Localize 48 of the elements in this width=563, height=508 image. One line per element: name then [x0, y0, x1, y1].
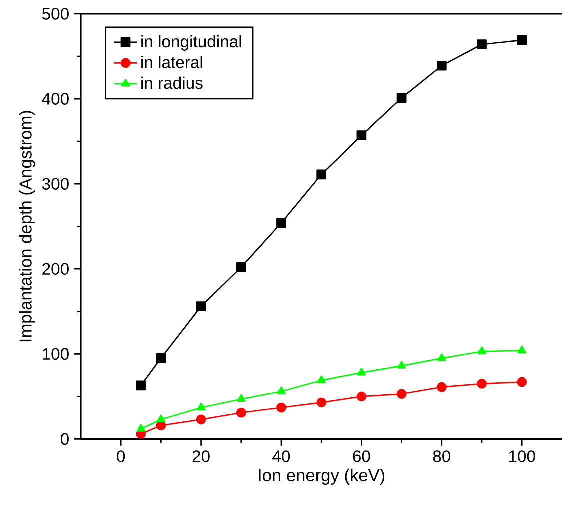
- point: [396, 93, 407, 104]
- point: [436, 60, 447, 71]
- point: [236, 408, 246, 418]
- point: [276, 218, 286, 228]
- point: [156, 414, 166, 422]
- point: [356, 130, 367, 140]
- y-tick-label: 300: [42, 178, 69, 190]
- point: [136, 424, 146, 432]
- point: [477, 40, 487, 50]
- point: [196, 302, 206, 312]
- point: [518, 346, 526, 354]
- x-tick-label: 20: [192, 450, 210, 462]
- point: [356, 392, 367, 402]
- point: [436, 382, 447, 392]
- legend-label: in longitudinal: [142, 35, 242, 51]
- y-tick-label: 500: [42, 8, 69, 20]
- y-tick-label: 100: [43, 348, 69, 360]
- x-tick-label: 80: [433, 450, 451, 462]
- point: [396, 389, 407, 399]
- y-tick-label: 200: [42, 263, 69, 275]
- point: [236, 262, 246, 272]
- point: [357, 368, 366, 376]
- point: [478, 346, 486, 354]
- point: [276, 402, 286, 413]
- legend-label: in lateral: [142, 56, 202, 68]
- x-tick-label: 0: [117, 450, 126, 462]
- x-tick-label: 100: [509, 450, 536, 462]
- y-tick-label: 400: [42, 93, 69, 105]
- y-axis-title: Implantation depth (Angstrom): [19, 111, 36, 342]
- point: [277, 386, 286, 394]
- point: [316, 398, 327, 408]
- point: [517, 35, 528, 46]
- y-tick-label: 0: [60, 433, 69, 446]
- point: [438, 353, 446, 362]
- point: [397, 361, 406, 369]
- point: [316, 170, 327, 180]
- x-tick-label: 40: [272, 450, 290, 462]
- point: [196, 402, 206, 410]
- point: [196, 414, 206, 424]
- point: [237, 394, 246, 402]
- point: [136, 380, 146, 390]
- point: [517, 377, 528, 388]
- point: [317, 376, 326, 384]
- x-axis-title: Ion energy (keV): [259, 468, 385, 485]
- x-tick-label: 60: [353, 450, 370, 462]
- legend-label: in radius: [142, 76, 203, 90]
- point: [477, 378, 487, 389]
- point: [156, 353, 166, 364]
